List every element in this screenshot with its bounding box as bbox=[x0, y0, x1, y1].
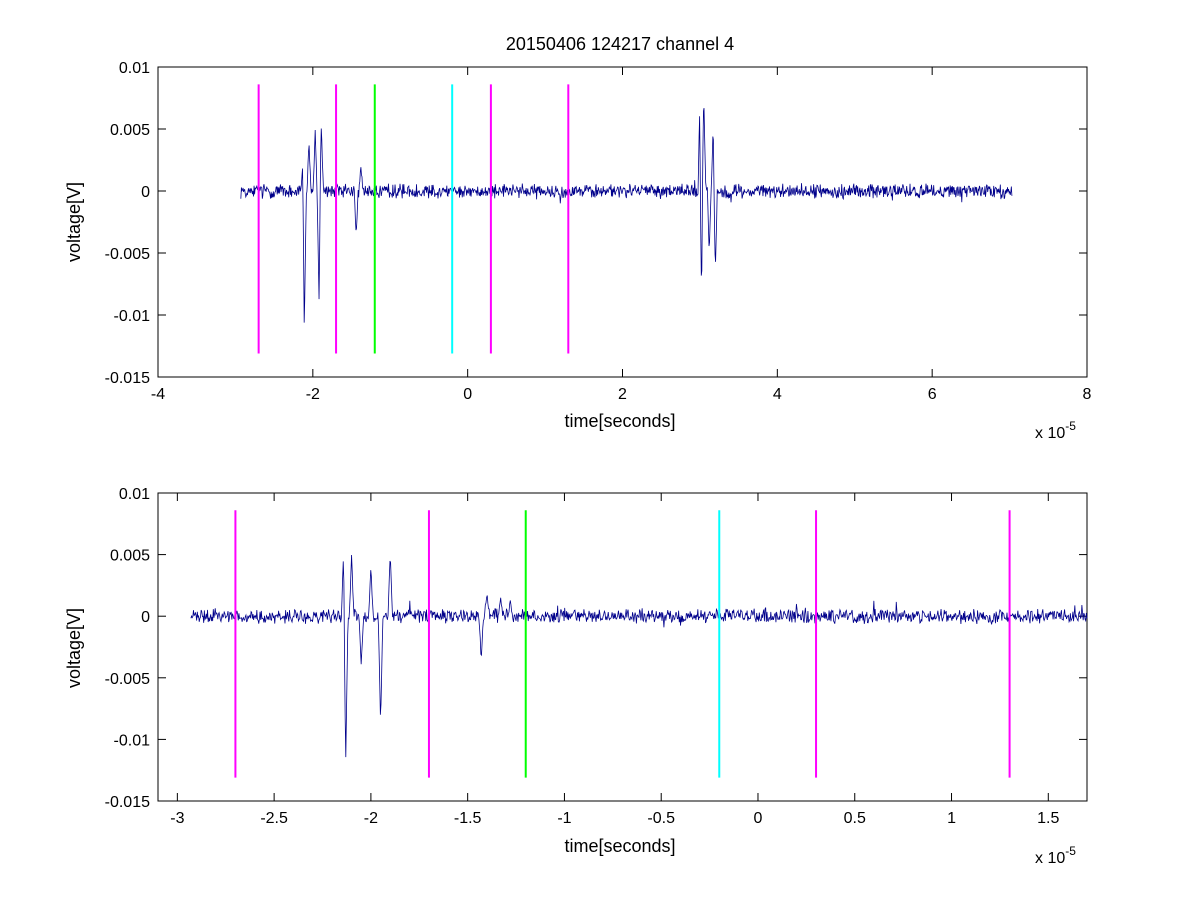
bottom-x-tick-label: 0 bbox=[754, 810, 763, 827]
top-y-tick-label: 0 bbox=[141, 184, 150, 201]
bottom-x-axis-label: time[seconds] bbox=[564, 836, 675, 856]
bottom-x-tick-label: 1.5 bbox=[1037, 810, 1059, 827]
top-x-tick-label: -4 bbox=[151, 386, 165, 403]
top-y-tick-label: 0.005 bbox=[110, 122, 150, 139]
top-y-axis-label: voltage[V] bbox=[64, 182, 84, 262]
bottom-axes-box bbox=[157, 492, 1088, 802]
bottom-y-tick-label: 0 bbox=[141, 609, 150, 626]
top-x-axis-label: time[seconds] bbox=[564, 411, 675, 431]
top-x-tick-label: -2 bbox=[306, 386, 320, 403]
bottom-x-tick-label: -0.5 bbox=[647, 810, 675, 827]
top-x-tick-label: 0 bbox=[463, 386, 472, 403]
top-x-exponent-label: x 10-5 bbox=[1035, 419, 1076, 442]
figure-title: 20150406 124217 channel 4 bbox=[506, 34, 734, 54]
top-signal-line bbox=[240, 108, 1013, 323]
bottom-y-tick-label: -0.01 bbox=[114, 732, 151, 749]
top-x-tick-label: 4 bbox=[773, 386, 782, 403]
bottom-y-tick-label: -0.015 bbox=[105, 794, 150, 811]
top-subplot: time[seconds] voltage[V] x 10-5 -4 -2 0 2 4 6… bbox=[64, 60, 1092, 442]
top-y-tick-label: 0.01 bbox=[119, 60, 150, 77]
bottom-y-tick-label: 0.01 bbox=[119, 486, 150, 503]
bottom-x-tick-label: -2 bbox=[364, 810, 378, 827]
bottom-x-tick-label: 1 bbox=[947, 810, 956, 827]
top-x-tick-label: 2 bbox=[618, 386, 627, 403]
bottom-y-tick-label: -0.005 bbox=[105, 671, 150, 688]
top-y-tick-label: -0.01 bbox=[114, 308, 151, 325]
bottom-x-exponent-label: x 10-5 bbox=[1035, 844, 1076, 867]
top-x-tick-label: 6 bbox=[928, 386, 937, 403]
bottom-x-tick-label: 0.5 bbox=[844, 810, 866, 827]
bottom-signal-line bbox=[190, 555, 1088, 758]
bottom-y-tick-label: 0.005 bbox=[110, 548, 150, 565]
bottom-y-axis-label: voltage[V] bbox=[64, 608, 84, 688]
bottom-x-tick-label: -1 bbox=[557, 810, 571, 827]
top-y-tick-label: -0.005 bbox=[105, 246, 150, 263]
bottom-x-tick-label: -1.5 bbox=[454, 810, 482, 827]
bottom-subplot: time[seconds] voltage[V] x 10-5 -3 -2.5 -2… bbox=[64, 486, 1088, 867]
top-y-tick-label: -0.015 bbox=[105, 370, 150, 387]
bottom-x-tick-label: -2.5 bbox=[260, 810, 288, 827]
top-x-tick-label: 8 bbox=[1083, 386, 1092, 403]
bottom-x-tick-label: -3 bbox=[170, 810, 184, 827]
